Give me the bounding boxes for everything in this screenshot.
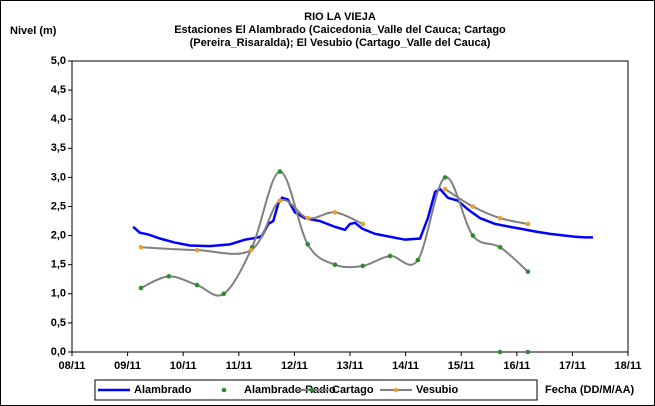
point-marker (525, 349, 531, 355)
point-marker (305, 215, 311, 221)
point-marker (442, 175, 448, 180)
point-marker (360, 221, 366, 227)
series-line (132, 187, 593, 248)
y-tick-label: 3,0 (51, 171, 66, 183)
point-marker (221, 291, 227, 297)
y-tick-label: 0,5 (51, 317, 66, 329)
point-marker (497, 349, 503, 355)
legend-label: Vesubio (416, 384, 458, 396)
x-tick-label: 09/11 (114, 360, 141, 372)
chart-title: RIO LA VIEJA (304, 11, 376, 23)
x-tick-label: 13/11 (337, 360, 364, 372)
point-marker (277, 198, 283, 203)
y-tick-label: 2,0 (51, 230, 66, 242)
point-marker (525, 221, 531, 227)
y-tick-label: 4,5 (51, 84, 66, 96)
point-marker (194, 282, 200, 288)
y-tick-label: 4,0 (51, 113, 66, 125)
x-tick-label: 15/11 (448, 360, 475, 372)
x-tick-label: 11/11 (226, 360, 252, 372)
legend-marker (221, 387, 227, 393)
x-tick-label: 16/11 (503, 360, 530, 372)
point-marker (138, 244, 144, 250)
y-tick-label: 0,0 (51, 346, 66, 358)
x-tick-label: 08/11 (59, 360, 86, 372)
chart-subtitle: (Pereira_Risaralda); El Vesubio (Cartago… (190, 37, 491, 49)
y-tick-label: 5,0 (51, 55, 66, 67)
point-marker (248, 247, 254, 253)
chart-subtitle: Estaciones El Alambrado (Caicedonia_Vall… (174, 24, 506, 36)
y-axis-label: Nivel (m) (10, 25, 57, 37)
y-tick-label: 3,5 (51, 142, 66, 154)
point-marker (332, 262, 338, 268)
legend-label: Alambrado (134, 384, 192, 396)
y-tick-label: 1,5 (51, 259, 66, 271)
point-marker (166, 274, 172, 279)
point-marker (497, 215, 503, 221)
x-tick-label: 12/11 (281, 360, 308, 372)
point-marker (442, 186, 448, 192)
x-tick-label: 14/11 (392, 360, 419, 372)
x-tick-label: 10/11 (170, 360, 197, 372)
point-marker (332, 210, 338, 215)
point-marker (360, 263, 366, 269)
point-marker (470, 204, 476, 209)
point-marker (525, 269, 531, 274)
point-marker (305, 242, 311, 247)
y-tick-label: 1,0 (51, 288, 66, 300)
legend-label: Alambrado-Radio (244, 384, 336, 396)
y-tick-label: 2,5 (51, 200, 66, 212)
point-marker (277, 169, 283, 174)
point-marker (194, 247, 200, 253)
x-tick-label: 18/11 (615, 360, 642, 372)
point-marker (470, 233, 476, 238)
point-marker (497, 244, 503, 250)
legend-marker (309, 387, 315, 393)
legend-label: Cartago (332, 384, 374, 396)
point-marker (387, 253, 393, 259)
point-marker (415, 257, 421, 263)
x-axis-label: Fecha (DD/M/AA) (545, 384, 635, 396)
point-marker (138, 285, 144, 291)
legend-marker (393, 387, 399, 393)
x-tick-label: 17/11 (559, 360, 586, 372)
